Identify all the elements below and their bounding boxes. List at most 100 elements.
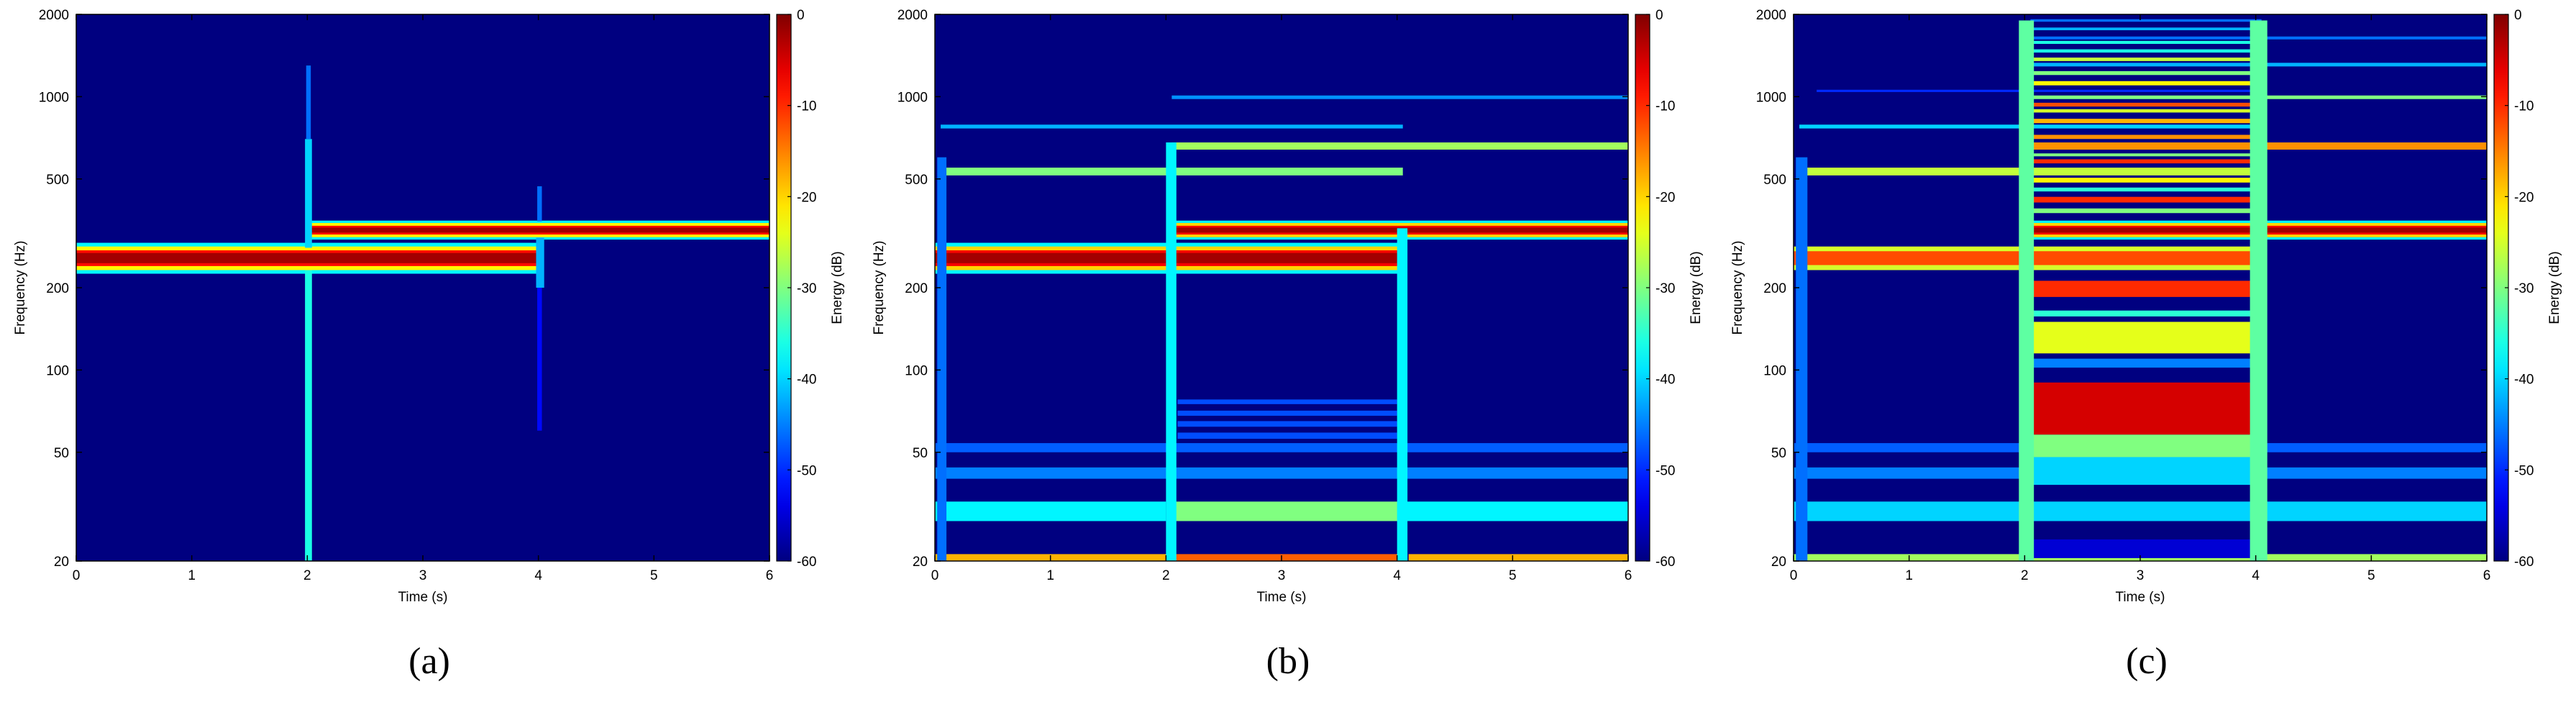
colorbar-tick-label: -30 <box>2514 281 2534 296</box>
colorbar-tick-label: -40 <box>1655 373 1675 388</box>
energy-band <box>935 501 1166 521</box>
y-tick-label: 2000 <box>39 8 69 23</box>
energy-band <box>2030 19 2262 22</box>
energy-band <box>2030 382 2262 435</box>
colorbar-tick-label: 0 <box>1655 8 1663 23</box>
panel-label-b: (b) <box>1266 641 1310 682</box>
energy-band <box>305 270 312 561</box>
energy-band <box>2030 159 2262 164</box>
energy-band <box>1408 554 1628 561</box>
energy-band <box>2030 358 2262 368</box>
energy-band <box>1177 421 1397 427</box>
energy-band <box>2030 27 2262 31</box>
y-tick-label: 1000 <box>39 90 69 105</box>
colorbar-title: Energy (dB) <box>2547 251 2562 324</box>
y-tick-label: 1000 <box>1756 90 1786 105</box>
x-tick-label: 4 <box>2252 568 2260 583</box>
y-tick-label: 20 <box>54 555 69 570</box>
energy-band <box>76 252 539 263</box>
energy-band <box>306 65 311 140</box>
spectrogram-bands <box>76 65 769 561</box>
colorbar-tick-label: -10 <box>797 99 816 114</box>
spectrogram-bands <box>935 95 1628 561</box>
x-tick-label: 4 <box>534 568 542 583</box>
x-tick-label: 6 <box>766 568 774 583</box>
y-tick-label: 2000 <box>898 8 928 23</box>
x-tick-label: 3 <box>1278 568 1286 583</box>
energy-band <box>2030 310 2262 316</box>
y-tick-label: 100 <box>905 363 928 378</box>
colorbar-tick-label: -60 <box>1655 555 1675 570</box>
energy-band <box>537 288 542 431</box>
x-tick-label: 0 <box>931 568 939 583</box>
energy-band <box>2030 40 2262 45</box>
colorbar-tick-label: -50 <box>797 463 816 478</box>
y-tick-label: 200 <box>905 281 928 296</box>
x-axis-title: Time (s) <box>1257 590 1307 605</box>
energy-band <box>2030 119 2262 124</box>
energy-band <box>2030 49 2262 53</box>
energy-band <box>2030 178 2262 183</box>
x-tick-label: 0 <box>1790 568 1798 583</box>
colorbar-tick-label: -60 <box>2514 555 2534 570</box>
y-tick-label: 1000 <box>898 90 928 105</box>
energy-band <box>1171 142 1628 150</box>
x-tick-label: 5 <box>1509 568 1517 583</box>
colorbar-tick-label: -40 <box>797 373 816 388</box>
y-tick-label: 500 <box>46 173 69 188</box>
spectrogram-panel-c: 0 1 2 3 4 5 6 20 50 100 200 500 1000 2000 Time (s) Freq… <box>1730 8 2562 605</box>
energy-band <box>935 443 1628 452</box>
colorbar-tick-label: -10 <box>1655 99 1675 114</box>
spectrogram-panel-b: 0 1 2 3 4 5 6 20 50 100 200 500 1000 2000 Time (s) Freq… <box>872 8 1704 605</box>
y-axis-title: Frequency (Hz) <box>1730 241 1745 335</box>
x-tick-label: 2 <box>2021 568 2029 583</box>
colorbar-tick-label: -20 <box>797 190 816 205</box>
energy-band <box>1177 432 1397 439</box>
x-tick-label: 3 <box>419 568 427 583</box>
energy-band <box>2030 208 2262 214</box>
energy-band <box>2030 196 2262 203</box>
colorbar-tick-label: -30 <box>797 281 816 296</box>
energy-band <box>307 227 769 233</box>
x-tick-label: 2 <box>303 568 311 583</box>
y-axis-title: Frequency (Hz) <box>872 241 887 335</box>
energy-band <box>1177 410 1397 416</box>
spectrogram-bands <box>1794 19 2487 561</box>
energy-band <box>2030 102 2262 107</box>
y-tick-label: 50 <box>1771 446 1786 461</box>
colorbar-tick-label: 0 <box>2514 8 2522 23</box>
spectrogram-background <box>76 14 769 561</box>
x-tick-label: 3 <box>2137 568 2145 583</box>
energy-band <box>2030 70 2262 76</box>
energy-band <box>1177 399 1397 404</box>
y-tick-label: 500 <box>905 173 928 188</box>
x-tick-label: 5 <box>2367 568 2375 583</box>
energy-band <box>2030 281 2262 297</box>
y-tick-label: 500 <box>1763 173 1786 188</box>
energy-band <box>1171 554 1403 561</box>
energy-band <box>1817 89 2262 92</box>
energy-band <box>1166 142 1177 561</box>
colorbar-tick-label: -30 <box>1655 281 1675 296</box>
spectrogram-panel-a: 0 1 2 3 4 5 6 20 50 100 200 500 1000 2000 Time (s) Freq… <box>13 8 845 605</box>
energy-band <box>1796 157 1808 561</box>
energy-band <box>2030 434 2262 457</box>
colorbar-title: Energy (dB) <box>830 251 845 324</box>
energy-band <box>1794 501 2487 521</box>
x-tick-label: 5 <box>650 568 658 583</box>
energy-band <box>2030 457 2262 486</box>
y-tick-label: 20 <box>913 555 928 570</box>
energy-band <box>1402 501 1628 521</box>
colorbar-tick-label: -10 <box>2514 99 2534 114</box>
colorbar-tick-label: -60 <box>797 555 816 570</box>
x-axis-title: Time (s) <box>398 590 448 605</box>
x-tick-label: 1 <box>188 568 196 583</box>
colorbar-tick-label: 0 <box>797 8 805 23</box>
colorbar-tick-label: -20 <box>2514 190 2534 205</box>
energy-band <box>2030 187 2262 192</box>
energy-band <box>2030 135 2262 140</box>
colorbar-tick-label: -20 <box>1655 190 1675 205</box>
colorbar-tick-label: -50 <box>1655 463 1675 478</box>
energy-band <box>935 467 1628 479</box>
